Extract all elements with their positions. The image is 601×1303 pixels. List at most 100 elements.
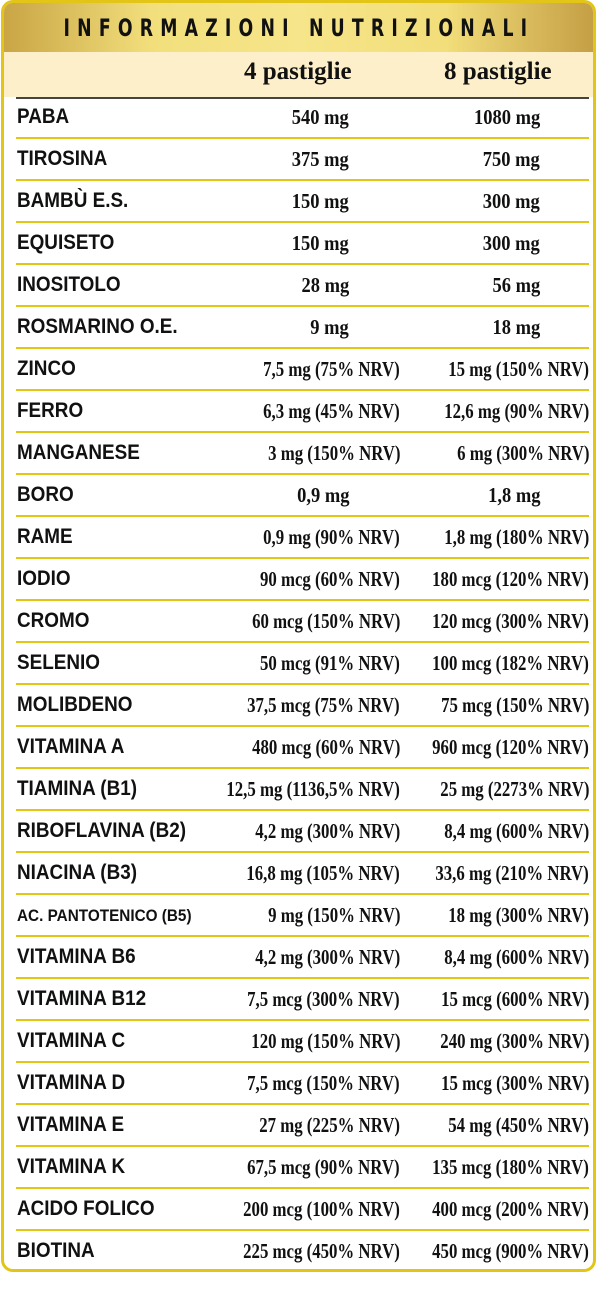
value-4-tablets: 7,5 mcg (300% NRV) [247,987,400,1011]
value-8-tablets: 25 mg (2273% NRV) [439,777,589,801]
value-8-tablets: 1,8 mg (180% NRV) [444,525,589,549]
table-row: VITAMINA B6 4,2 mg (300% NRV) 8,4 mg (600%… [4,937,593,979]
table-title-bar: INFORMAZIONI NUTRIZIONALI [4,3,593,52]
value-8-tablets: 300 mg [483,231,540,255]
table-body: PABA 540 mg 1080 mg TIROSINA 375 mg 750 mg BAM… [4,97,593,1269]
table-row: FERRO 6,3 mg (45% NRV) 12,6 mg (90% NRV) [4,391,593,433]
value-4-tablets: 4,2 mg (300% NRV) [255,945,400,969]
value-8-tablets: 400 mcg (200% NRV) [432,1197,589,1221]
nutrient-name: INOSITOLO [17,273,121,296]
nutrient-name: BIOTINA [17,1239,95,1262]
nutrient-name: ACIDO FOLICO [17,1197,155,1220]
value-8-tablets: 120 mcg (300% NRV) [432,609,589,633]
nutrient-name: RIBOFLAVINA (B2) [17,819,187,842]
nutrient-name: VITAMINA C [17,1029,126,1052]
value-4-tablets: 50 mcg (91% NRV) [260,651,400,675]
value-4-tablets: 12,5 mg (1136,5% NRV) [226,777,400,801]
nutrient-name: VITAMINA D [17,1071,126,1094]
value-8-tablets: 1080 mg [473,105,540,129]
nutrient-name: PABA [17,105,70,128]
value-8-tablets: 750 mg [483,147,540,171]
value-4-tablets: 27 mg (225% NRV) [259,1113,400,1137]
nutrient-name: VITAMINA A [17,735,125,758]
table-row: TIROSINA 375 mg 750 mg [4,139,593,181]
nutrient-name: ROSMARINO O.E. [17,315,178,338]
nutrient-name: EQUISETO [17,231,115,254]
value-4-tablets: 67,5 mcg (90% NRV) [247,1155,400,1179]
column-header-4-tablets: 4 pastiglie [244,58,352,85]
value-4-tablets: 9 mg (150% NRV) [267,903,400,927]
value-4-tablets: 9 mg [310,315,350,339]
nutrient-name: BORO [17,483,74,506]
table-row: PABA 540 mg 1080 mg [4,97,593,139]
value-8-tablets: 54 mg (450% NRV) [448,1113,589,1137]
nutrient-name: MOLIBDENO [17,693,133,716]
value-4-tablets: 28 mg [301,273,349,297]
value-4-tablets: 37,5 mcg (75% NRV) [247,693,400,717]
table-row: BIOTINA 225 mcg (450% NRV) 450 mcg (900% N… [4,1231,593,1269]
value-8-tablets: 100 mcg (182% NRV) [432,651,589,675]
table-row: EQUISETO 150 mg 300 mg [4,223,593,265]
value-4-tablets: 7,5 mcg (150% NRV) [247,1071,400,1095]
value-8-tablets: 240 mg (300% NRV) [439,1029,589,1053]
value-4-tablets: 60 mcg (150% NRV) [251,609,400,633]
nutrient-name: NIACINA (B3) [17,861,138,884]
nutrient-name: ZINCO [17,357,76,380]
nutrition-table: INFORMAZIONI NUTRIZIONALI 4 pastiglie 8 … [1,0,596,1272]
value-8-tablets: 180 mcg (120% NRV) [432,567,589,591]
column-header-row: 4 pastiglie 8 pastiglie [4,52,593,97]
table-row: VITAMINA B12 7,5 mcg (300% NRV) 15 mcg (60… [4,979,593,1021]
table-row: VITAMINA C 120 mg (150% NRV) 240 mg (300% … [4,1021,593,1063]
value-8-tablets: 18 mg [492,315,540,339]
value-4-tablets: 540 mg [292,105,349,129]
value-8-tablets: 6 mg (300% NRV) [456,441,589,465]
table-row: SELENIO 50 mcg (91% NRV) 100 mcg (182% NRV… [4,643,593,685]
value-4-tablets: 375 mg [292,147,349,171]
table-row: IODIO 90 mcg (60% NRV) 180 mcg (120% NRV) [4,559,593,601]
value-4-tablets: 480 mcg (60% NRV) [251,735,400,759]
table-row: BAMBÙ E.S. 150 mg 300 mg [4,181,593,223]
table-row: BORO 0,9 mg 1,8 mg [4,475,593,517]
value-4-tablets: 4,2 mg (300% NRV) [255,819,400,843]
nutrient-name: TIROSINA [17,147,108,170]
value-8-tablets: 33,6 mg (210% NRV) [435,861,589,885]
value-4-tablets: 90 mcg (60% NRV) [260,567,400,591]
nutrient-name: SELENIO [17,651,100,674]
value-8-tablets: 12,6 mg (90% NRV) [444,399,589,423]
value-4-tablets: 200 mcg (100% NRV) [243,1197,400,1221]
value-8-tablets: 15 mcg (600% NRV) [440,987,589,1011]
table-row: RAME 0,9 mg (90% NRV) 1,8 mg (180% NRV) [4,517,593,559]
table-row: MANGANESE 3 mg (150% NRV) 6 mg (300% NRV) [4,433,593,475]
value-4-tablets: 3 mg (150% NRV) [267,441,400,465]
value-4-tablets: 150 mg [292,231,349,255]
table-row: AC. PANTOTENICO (B5) 9 mg (150% NRV) 18 mg… [4,895,593,937]
value-8-tablets: 8,4 mg (600% NRV) [444,819,589,843]
value-8-tablets: 15 mg (150% NRV) [448,357,589,381]
table-row: NIACINA (B3) 16,8 mg (105% NRV) 33,6 mg (2… [4,853,593,895]
table-row: VITAMINA K 67,5 mcg (90% NRV) 135 mcg (180… [4,1147,593,1189]
table-row: ZINCO 7,5 mg (75% NRV) 15 mg (150% NRV) [4,349,593,391]
table-row: VITAMINA A 480 mcg (60% NRV) 960 mcg (120%… [4,727,593,769]
nutrient-name: VITAMINA B12 [17,987,147,1010]
table-row: ROSMARINO O.E. 9 mg 18 mg [4,307,593,349]
value-8-tablets: 135 mcg (180% NRV) [432,1155,589,1179]
nutrient-name: MANGANESE [17,441,140,464]
value-8-tablets: 8,4 mg (600% NRV) [444,945,589,969]
table-row: RIBOFLAVINA (B2) 4,2 mg (300% NRV) 8,4 mg … [4,811,593,853]
value-4-tablets: 16,8 mg (105% NRV) [246,861,400,885]
value-4-tablets: 150 mg [292,189,349,213]
table-row: TIAMINA (B1) 12,5 mg (1136,5% NRV) 25 mg (… [4,769,593,811]
value-8-tablets: 300 mg [483,189,540,213]
nutrient-name: RAME [17,525,73,548]
value-8-tablets: 450 mcg (900% NRV) [432,1239,589,1263]
value-8-tablets: 56 mg [492,273,540,297]
value-4-tablets: 7,5 mg (75% NRV) [263,357,400,381]
table-row: VITAMINA D 7,5 mcg (150% NRV) 15 mcg (300%… [4,1063,593,1105]
nutrient-name: BAMBÙ E.S. [17,189,129,212]
nutrient-name: VITAMINA K [17,1155,126,1178]
nutrient-name: TIAMINA (B1) [17,777,138,800]
nutrient-name: IODIO [17,567,71,590]
value-4-tablets: 225 mcg (450% NRV) [243,1239,400,1263]
value-4-tablets: 0,9 mg (90% NRV) [263,525,400,549]
column-header-8-tablets: 8 pastiglie [444,58,552,85]
